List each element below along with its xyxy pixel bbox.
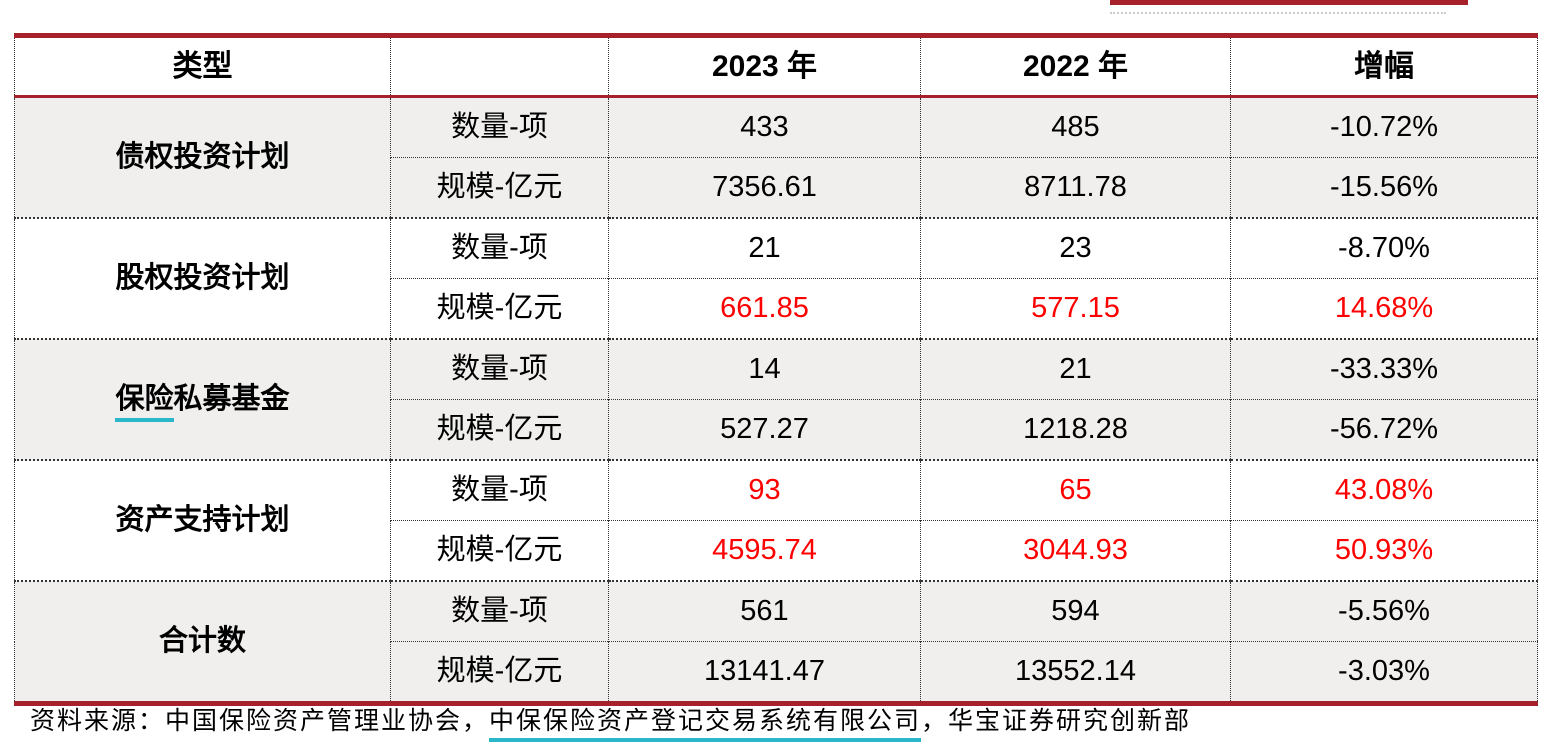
value-cell-growth: -56.72%	[1230, 399, 1538, 460]
metric-cell: 数量-项	[390, 459, 609, 521]
value-cell-2023: 527.27	[608, 399, 921, 460]
source-prefix: 资料来源：中国保险资产管理业协会，	[30, 707, 490, 735]
value-cell-growth: -3.03%	[1230, 641, 1538, 704]
table-row: 规模-亿元 13141.47 13552.14 -3.03%	[15, 641, 1538, 704]
metric-cell: 数量-项	[390, 580, 609, 642]
metric-cell: 数量-项	[390, 338, 609, 400]
col-header-2023: 2023 年	[608, 35, 921, 98]
table-row: 规模-亿元 527.27 1218.28 -56.72%	[15, 399, 1538, 460]
source-link-underlined[interactable]: 中保保险资产登记交易系统有限公司	[489, 707, 922, 742]
value-cell-2023: 93	[608, 459, 921, 521]
type-cell-debt: 债权投资计划	[14, 96, 391, 218]
value-cell-2022: 485	[920, 96, 1231, 158]
table-row: 保险私募基金 数量-项 14 21 -33.33%	[14, 338, 1538, 460]
table-row: 资产支持计划 数量-项 93 65 43.08%	[14, 459, 1538, 581]
value-cell-growth: -8.70%	[1230, 217, 1538, 279]
type-cell-private-fund: 保险私募基金	[14, 338, 391, 460]
value-cell-2022: 1218.28	[920, 399, 1231, 460]
metric-cell: 规模-亿元	[390, 157, 609, 218]
type-cell-total: 合计数	[14, 580, 391, 704]
value-cell-2022: 594	[920, 580, 1231, 642]
metric-cell: 规模-亿元	[390, 520, 609, 581]
col-header-metric	[390, 35, 609, 98]
value-cell-2023: 4595.74	[608, 520, 921, 581]
metric-cell: 规模-亿元	[390, 399, 609, 460]
value-cell-growth: -15.56%	[1230, 157, 1538, 218]
type-label: 合计数	[158, 624, 246, 657]
value-cell-2022: 65	[920, 459, 1231, 521]
value-cell-2022: 13552.14	[920, 641, 1231, 704]
top-accent-bar	[1110, 0, 1468, 5]
value-cell-growth: -33.33%	[1230, 338, 1538, 400]
value-cell-2023: 561	[608, 580, 921, 642]
value-cell-2023: 14	[608, 338, 921, 400]
value-cell-2022: 8711.78	[920, 157, 1231, 218]
source-note: 资料来源：中国保险资产管理业协会，中保保险资产登记交易系统有限公司，华宝证券研究…	[30, 701, 1192, 742]
source-suffix: ，华宝证券研究创新部	[921, 707, 1192, 735]
value-cell-2023: 433	[608, 96, 921, 158]
type-cell-equity: 股权投资计划	[14, 217, 391, 339]
value-cell-2023: 13141.47	[608, 641, 921, 704]
type-label: 资产支持计划	[115, 503, 290, 536]
col-header-type: 类型	[14, 35, 391, 98]
table-row: 规模-亿元 661.85 577.15 14.68%	[15, 278, 1538, 339]
value-cell-growth: -5.56%	[1230, 580, 1538, 642]
table-row: 规模-亿元 7356.61 8711.78 -15.56%	[15, 157, 1538, 218]
metric-cell: 规模-亿元	[390, 278, 609, 339]
metric-cell: 数量-项	[390, 96, 609, 158]
value-cell-2022: 21	[920, 338, 1231, 400]
col-header-growth: 增幅	[1230, 35, 1538, 98]
metric-cell: 规模-亿元	[390, 641, 609, 704]
table-row: 合计数 数量-项 561 594 -5.56%	[14, 580, 1538, 704]
value-cell-growth: 50.93%	[1230, 520, 1538, 581]
type-label: 债权投资计划	[115, 140, 290, 173]
metric-cell: 数量-项	[390, 217, 609, 279]
type-label-underlined: 保险	[115, 382, 174, 422]
value-cell-2023: 7356.61	[608, 157, 921, 218]
value-cell-growth: 14.68%	[1230, 278, 1538, 339]
table-row: 规模-亿元 4595.74 3044.93 50.93%	[15, 520, 1538, 581]
type-label: 股权投资计划	[115, 261, 290, 294]
type-label: 私募基金	[173, 382, 290, 415]
col-header-2022: 2022 年	[920, 35, 1231, 98]
report-table: 类型 2023 年 2022 年 增幅 债权投资计划 数量-项 433 485 …	[14, 33, 1538, 706]
table-header-row: 类型 2023 年 2022 年 增幅	[14, 35, 1538, 98]
value-cell-2023: 21	[608, 217, 921, 279]
value-cell-growth: 43.08%	[1230, 459, 1538, 521]
value-cell-2023: 661.85	[608, 278, 921, 339]
value-cell-growth: -10.72%	[1230, 96, 1538, 158]
type-cell-abs: 资产支持计划	[14, 459, 391, 581]
value-cell-2022: 3044.93	[920, 520, 1231, 581]
table-row: 债权投资计划 数量-项 433 485 -10.72%	[14, 96, 1538, 218]
value-cell-2022: 577.15	[920, 278, 1231, 339]
top-dotted-line	[1110, 12, 1446, 14]
table-row: 股权投资计划 数量-项 21 23 -8.70%	[14, 217, 1538, 339]
value-cell-2022: 23	[920, 217, 1231, 279]
